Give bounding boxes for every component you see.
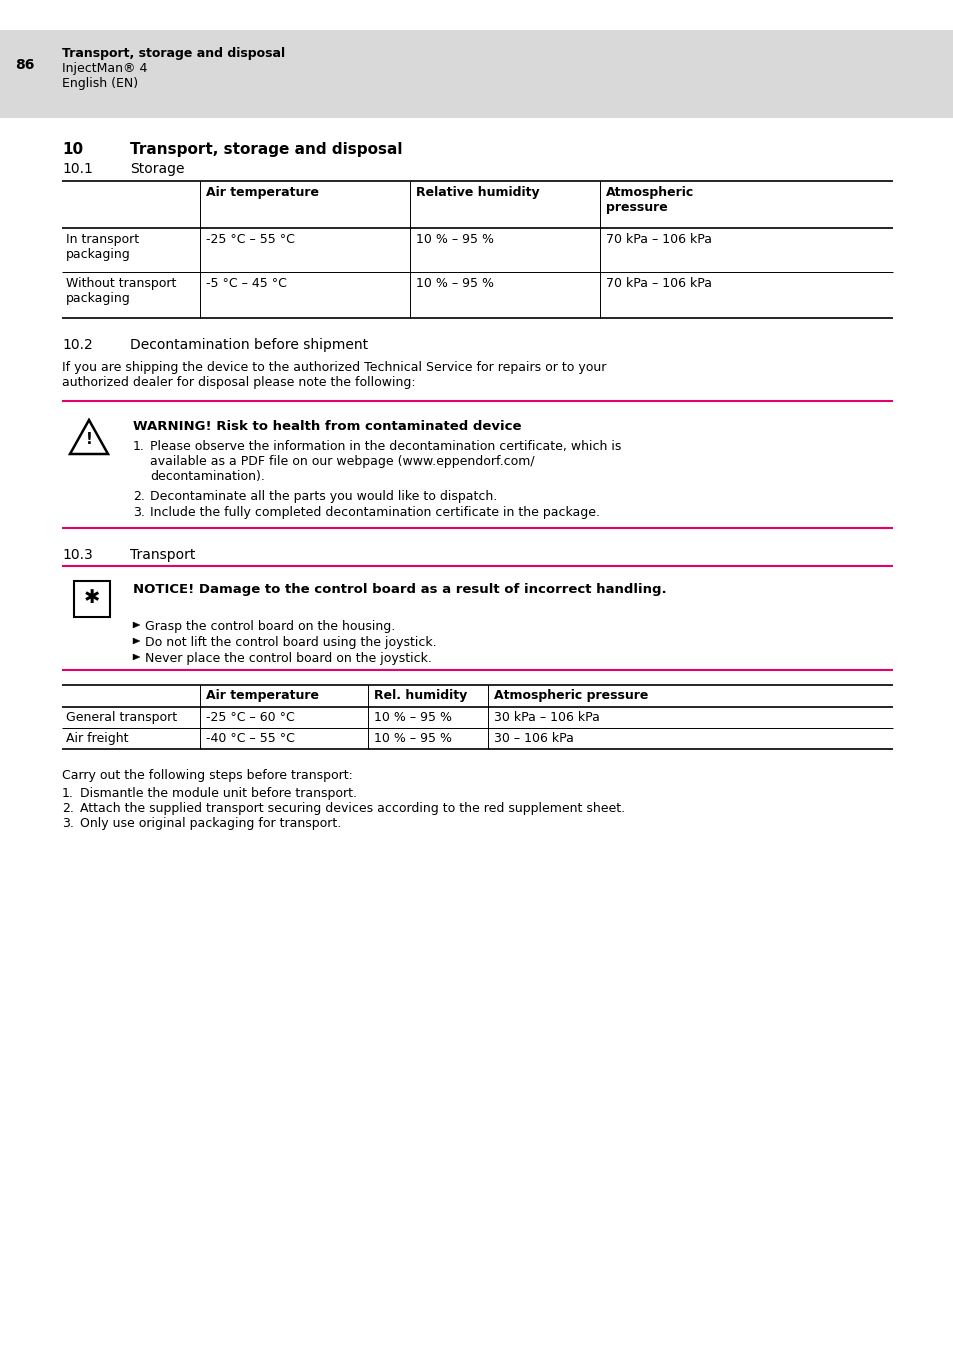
Text: English (EN): English (EN) bbox=[62, 77, 138, 91]
Text: Do not lift the control board using the joystick.: Do not lift the control board using the … bbox=[145, 635, 436, 649]
Text: In transport
packaging: In transport packaging bbox=[66, 233, 139, 261]
Polygon shape bbox=[132, 638, 140, 644]
Text: Please observe the information in the decontamination certificate, which is: Please observe the information in the de… bbox=[150, 439, 620, 453]
Text: Dismantle the module unit before transport.: Dismantle the module unit before transpo… bbox=[80, 787, 356, 800]
Text: Grasp the control board on the housing.: Grasp the control board on the housing. bbox=[145, 621, 395, 633]
Text: 10: 10 bbox=[62, 142, 83, 157]
Polygon shape bbox=[132, 654, 140, 660]
Text: Decontaminate all the parts you would like to dispatch.: Decontaminate all the parts you would li… bbox=[150, 489, 497, 503]
Polygon shape bbox=[132, 622, 140, 627]
Text: Relative humidity: Relative humidity bbox=[416, 187, 539, 199]
Text: Never place the control board on the joystick.: Never place the control board on the joy… bbox=[145, 652, 432, 665]
Text: Air freight: Air freight bbox=[66, 731, 129, 745]
Text: Decontamination before shipment: Decontamination before shipment bbox=[130, 338, 368, 352]
Text: 70 kPa – 106 kPa: 70 kPa – 106 kPa bbox=[605, 233, 711, 246]
Text: Attach the supplied transport securing devices according to the red supplement s: Attach the supplied transport securing d… bbox=[80, 802, 624, 815]
Text: 2.: 2. bbox=[132, 489, 145, 503]
Text: 10 % – 95 %: 10 % – 95 % bbox=[416, 277, 494, 289]
Text: 2.: 2. bbox=[62, 802, 73, 815]
Bar bbox=[74, 581, 110, 617]
Text: Air temperature: Air temperature bbox=[206, 690, 318, 702]
Text: ✱: ✱ bbox=[84, 588, 100, 607]
Text: Atmospheric
pressure: Atmospheric pressure bbox=[605, 187, 694, 214]
Text: Only use original packaging for transport.: Only use original packaging for transpor… bbox=[80, 817, 341, 830]
Text: 1.: 1. bbox=[132, 439, 145, 453]
Text: NOTICE! Damage to the control board as a result of incorrect handling.: NOTICE! Damage to the control board as a… bbox=[132, 583, 666, 596]
Text: InjectMan® 4: InjectMan® 4 bbox=[62, 62, 147, 74]
Text: Rel. humidity: Rel. humidity bbox=[374, 690, 467, 702]
Text: Transport, storage and disposal: Transport, storage and disposal bbox=[130, 142, 402, 157]
Text: -25 °C – 60 °C: -25 °C – 60 °C bbox=[206, 711, 294, 725]
Text: General transport: General transport bbox=[66, 711, 177, 725]
Text: Transport, storage and disposal: Transport, storage and disposal bbox=[62, 47, 285, 59]
Text: 3.: 3. bbox=[62, 817, 73, 830]
Text: 30 kPa – 106 kPa: 30 kPa – 106 kPa bbox=[494, 711, 599, 725]
Text: 10.1: 10.1 bbox=[62, 162, 92, 176]
Text: Storage: Storage bbox=[130, 162, 184, 176]
Text: 10.2: 10.2 bbox=[62, 338, 92, 352]
Text: -25 °C – 55 °C: -25 °C – 55 °C bbox=[206, 233, 294, 246]
Text: !: ! bbox=[86, 431, 92, 448]
Text: available as a PDF file on our webpage (www.eppendorf.com/: available as a PDF file on our webpage (… bbox=[150, 456, 534, 468]
Text: 10 % – 95 %: 10 % – 95 % bbox=[416, 233, 494, 246]
Text: Carry out the following steps before transport:: Carry out the following steps before tra… bbox=[62, 769, 353, 781]
Text: WARNING! Risk to health from contaminated device: WARNING! Risk to health from contaminate… bbox=[132, 420, 521, 433]
Text: Air temperature: Air temperature bbox=[206, 187, 318, 199]
Text: 86: 86 bbox=[15, 58, 35, 72]
Text: 1.: 1. bbox=[62, 787, 73, 800]
Text: 30 – 106 kPa: 30 – 106 kPa bbox=[494, 731, 574, 745]
Text: 10.3: 10.3 bbox=[62, 548, 92, 562]
Text: authorized dealer for disposal please note the following:: authorized dealer for disposal please no… bbox=[62, 376, 416, 389]
Text: Include the fully completed decontamination certificate in the package.: Include the fully completed decontaminat… bbox=[150, 506, 599, 519]
Text: 10 % – 95 %: 10 % – 95 % bbox=[374, 711, 452, 725]
Text: Atmospheric pressure: Atmospheric pressure bbox=[494, 690, 648, 702]
Text: -40 °C – 55 °C: -40 °C – 55 °C bbox=[206, 731, 294, 745]
Text: 3.: 3. bbox=[132, 506, 145, 519]
Text: -5 °C – 45 °C: -5 °C – 45 °C bbox=[206, 277, 287, 289]
Bar bbox=[0, 30, 953, 118]
Text: If you are shipping the device to the authorized Technical Service for repairs o: If you are shipping the device to the au… bbox=[62, 361, 606, 375]
Text: Without transport
packaging: Without transport packaging bbox=[66, 277, 176, 306]
Text: 10 % – 95 %: 10 % – 95 % bbox=[374, 731, 452, 745]
Text: Transport: Transport bbox=[130, 548, 195, 562]
Text: decontamination).: decontamination). bbox=[150, 470, 265, 483]
Text: 70 kPa – 106 kPa: 70 kPa – 106 kPa bbox=[605, 277, 711, 289]
